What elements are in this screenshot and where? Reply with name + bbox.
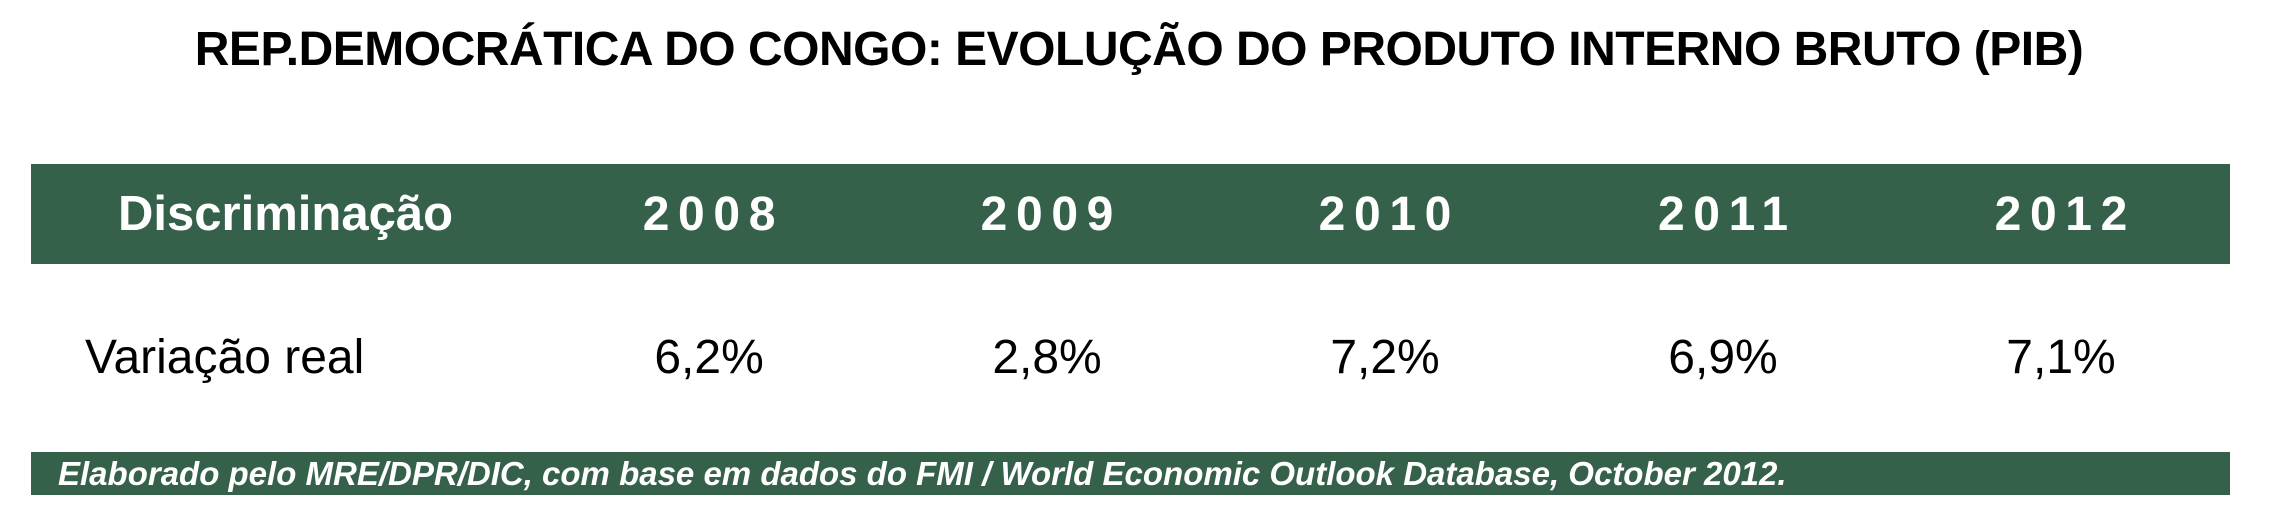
- page-title: REP.DEMOCRÁTICA DO CONGO: EVOLUÇÃO DO PR…: [194, 23, 2084, 76]
- header-cell-year-2010: 2010: [1318, 187, 1460, 241]
- value-cell-2011: 6,9%: [1668, 330, 1778, 384]
- value-cell-2010: 7,2%: [1330, 330, 1440, 384]
- source-note-bar: Elaborado pelo MRE/DPR/DIC, com base em …: [31, 452, 2230, 495]
- header-cell-year-2012: 2012: [1994, 187, 2136, 241]
- table-header-row: Discriminação 2008 2009 2010 2011 2012: [31, 164, 2230, 264]
- header-cell-year-2008: 2008: [642, 187, 785, 241]
- gdp-evolution-table: Discriminação 2008 2009 2010 2011 2012 V…: [31, 164, 2230, 450]
- value-cell-2012: 7,1%: [2006, 330, 2116, 384]
- header-cell-year-2011: 2011: [1657, 187, 1797, 241]
- header-cell-year-2009: 2009: [980, 187, 1123, 241]
- header-cell-discriminacao: Discriminação: [118, 187, 454, 241]
- source-note-text: Elaborado pelo MRE/DPR/DIC, com base em …: [58, 454, 1787, 492]
- value-cell-2008: 6,2%: [654, 330, 764, 384]
- table-row-variacao-real: Variação real 6,2% 2,8% 7,2% 6,9% 7,1%: [31, 264, 2230, 450]
- value-cell-2009: 2,8%: [992, 330, 1102, 384]
- row-label-variacao-real: Variação real: [85, 330, 365, 384]
